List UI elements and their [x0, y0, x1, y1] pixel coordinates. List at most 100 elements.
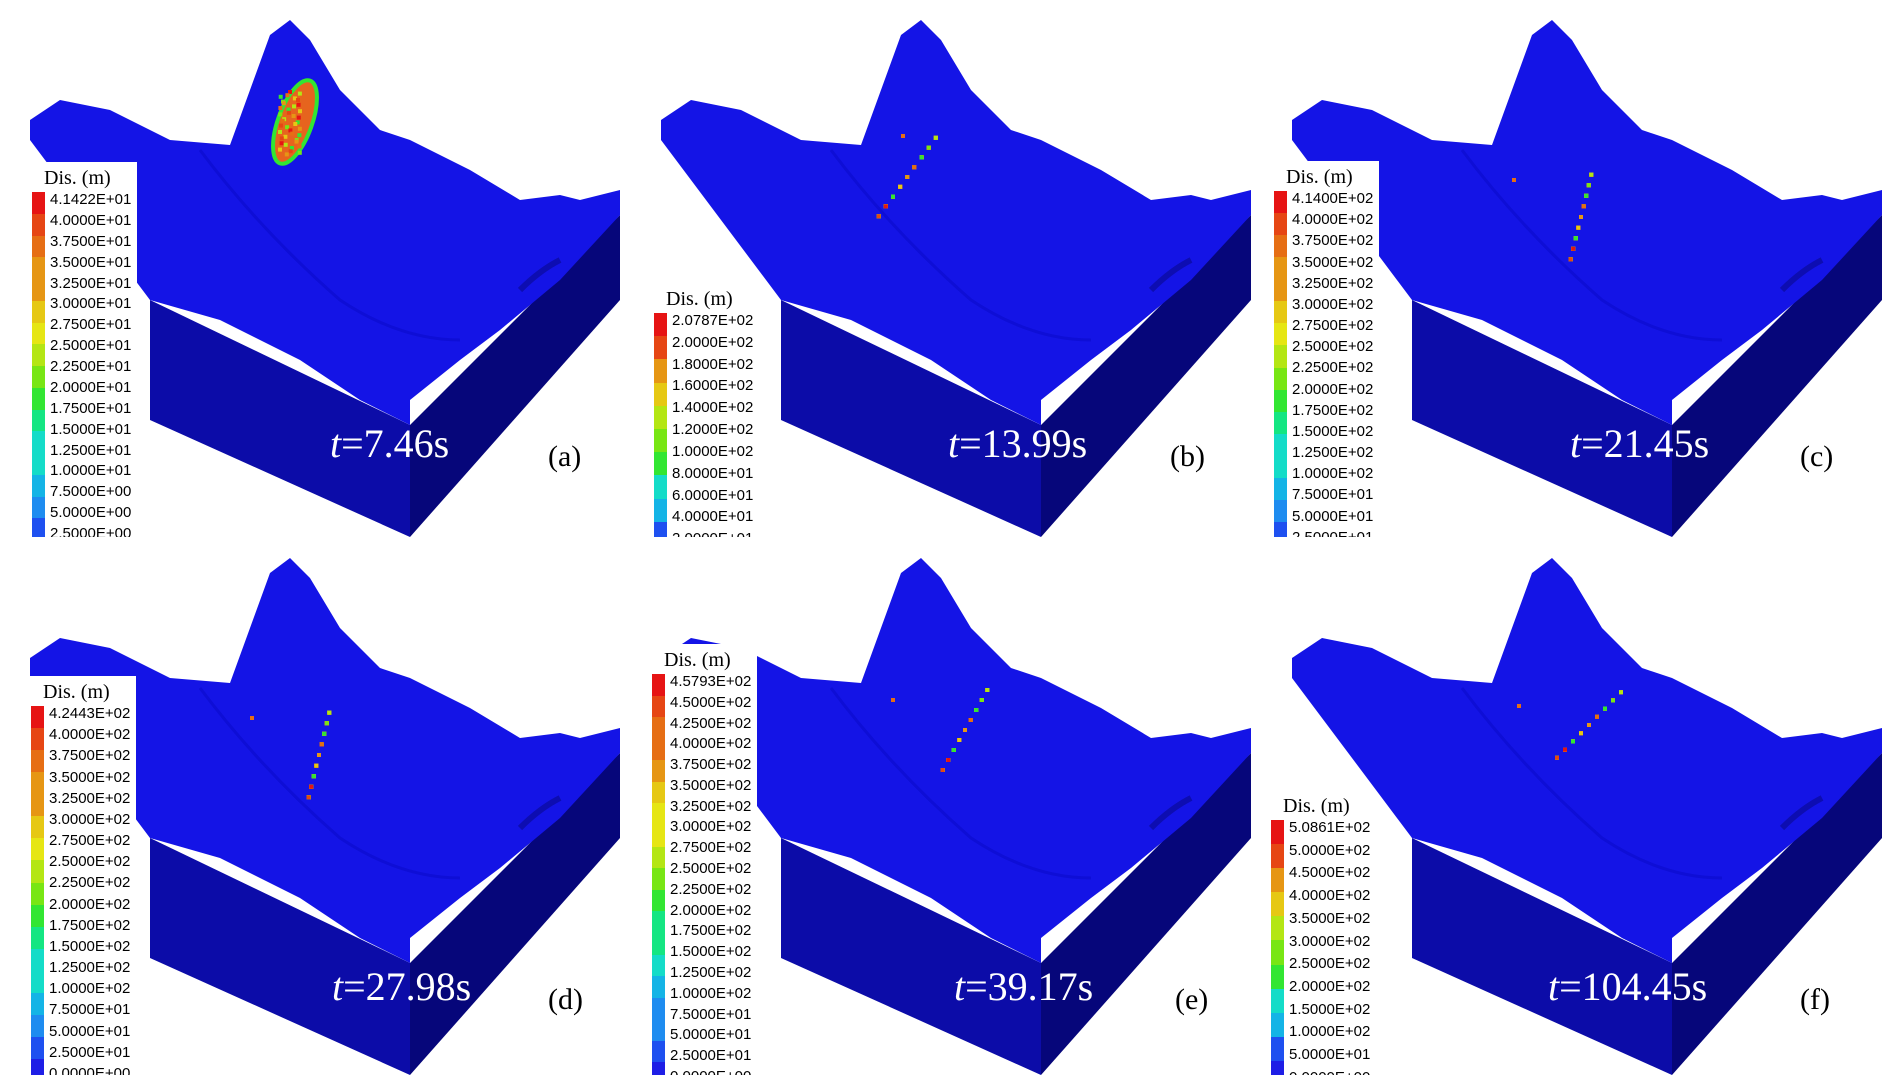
legend-color-swatch: [31, 992, 44, 1015]
deposit-particle: [296, 98, 300, 102]
deposit-particle: [250, 716, 254, 720]
deposit-particle: [1512, 178, 1516, 182]
legend-color-swatch: [31, 926, 44, 949]
legend-value: 2.5000E+01: [1292, 530, 1373, 537]
time-label: t=39.17s: [954, 963, 1093, 1010]
legend-color-swatch: [652, 738, 665, 761]
legend-color-swatch: [1274, 367, 1287, 390]
terrain-valley-line: [198, 149, 461, 342]
legend-value: 0.0000E+00: [49, 1064, 131, 1075]
terrain-valley-line: [1460, 149, 1723, 342]
panel-label: (b): [1170, 440, 1205, 473]
legend-color-swatch: [652, 997, 665, 1020]
legend-value: 2.2500E+02: [670, 880, 752, 898]
terrain-gully: [1148, 795, 1193, 831]
landslide-deposit: [1512, 172, 1594, 262]
legend-value: 4.1400E+02: [1292, 190, 1374, 207]
deposit-particle: [324, 721, 329, 726]
legend-value: 1.7500E+02: [1292, 401, 1374, 419]
deposit-particle: [278, 94, 283, 99]
deposit-particle: [297, 126, 302, 131]
legend-value: 4.0000E+02: [1292, 211, 1374, 229]
terrain-surface: [30, 558, 620, 963]
legend-color-swatch: [652, 889, 665, 912]
legend-value: 2.5000E+00: [50, 525, 132, 537]
time-symbol: t: [332, 964, 344, 1009]
time-value: =104.45s: [1559, 964, 1708, 1009]
time-label: t=13.99s: [948, 420, 1087, 467]
legend-value: 2.2500E+01: [50, 358, 132, 375]
legend-color-swatch: [652, 976, 665, 998]
legend-value: 0.0000E+00: [1289, 1070, 1370, 1075]
legend-value: 7.5000E+00: [50, 483, 132, 501]
deposit-particle: [284, 152, 289, 157]
deposit-particle: [1563, 747, 1567, 752]
legend-color-swatch: [654, 428, 667, 453]
legend-value: 3.2500E+01: [50, 274, 132, 292]
terrain-front-wall: [150, 838, 410, 1075]
legend-value: 4.0000E+02: [49, 726, 131, 744]
landslide-deposit: [876, 134, 938, 219]
legend-value: 2.5000E+01: [670, 1047, 752, 1065]
legend-color-swatch: [1274, 389, 1287, 412]
deposit-particle: [278, 106, 283, 110]
time-symbol: t: [330, 421, 342, 466]
legend-value: 5.0000E+01: [1289, 1046, 1371, 1064]
panel-e: Dis. (m) 4.5793E+02 4.5000E+02 4.2500E+02 4.…: [631, 538, 1261, 1075]
deposit-particle: [1573, 236, 1578, 241]
deposit-particle: [951, 748, 956, 752]
legend-value: 2.0000E+02: [1292, 380, 1374, 398]
terrain-gully: [1148, 257, 1193, 293]
terrain-right-wall: [1672, 215, 1882, 537]
deposit-particle: [1555, 755, 1559, 760]
deposit-particle: [319, 742, 324, 747]
legend-value: 2.5000E+02: [1289, 955, 1371, 973]
deposit-particle: [311, 774, 316, 779]
legend-value: 1.5000E+02: [1292, 422, 1374, 440]
legend-color-swatch: [652, 781, 665, 804]
legend-color-swatch: [654, 359, 667, 383]
legend-value: 1.7500E+01: [50, 399, 132, 417]
deposit-particle: [883, 204, 888, 209]
color-legend: Dis. (m) 4.1422E+01 4.0000E+01 3.7500E+01 3.…: [26, 162, 138, 537]
deposit-particle: [1611, 698, 1615, 703]
legend-value: 2.0000E+02: [49, 895, 131, 913]
legend-value: 2.2500E+02: [1292, 359, 1374, 377]
legend-color-swatch: [1274, 257, 1287, 280]
deposit-particle: [285, 93, 290, 98]
terrain-model: [1292, 20, 1882, 537]
deposit-particle: [1571, 246, 1576, 251]
legend-value: 1.7500E+02: [49, 916, 131, 934]
legend-value: 2.0000E+02: [670, 901, 752, 919]
legend-color-swatch: [32, 453, 45, 475]
deposit-particle: [898, 184, 903, 189]
legend-value: 4.0000E+02: [670, 735, 752, 753]
legend-value: 3.5000E+01: [50, 253, 132, 271]
deposit-particle: [289, 146, 294, 150]
legend-value: 4.2500E+02: [670, 714, 752, 732]
legend-color-swatch: [654, 382, 667, 406]
terrain-gully: [517, 795, 562, 831]
legend-color-swatch: [32, 366, 45, 388]
deposit-particle: [322, 731, 327, 736]
legend-color-swatch: [652, 1019, 665, 1041]
legend-title: Dis. (m): [1283, 795, 1350, 817]
deposit-particle: [1576, 225, 1581, 230]
deposit-particle: [297, 133, 302, 138]
legend-color-swatch: [32, 279, 45, 301]
time-label: t=7.46s: [330, 420, 449, 467]
deposit-particle: [926, 145, 931, 150]
color-legend: Dis. (m) 2.0787E+02 2.0000E+02 1.8000E+02 1.…: [648, 283, 760, 537]
legend-value: 3.7500E+02: [1292, 232, 1374, 250]
legend-title: Dis. (m): [43, 681, 110, 703]
terrain-surface: [30, 20, 620, 425]
legend-color-swatch: [654, 521, 667, 537]
deposit-particle: [985, 688, 990, 692]
legend-colorbar: [654, 313, 667, 537]
legend-value: 2.7500E+02: [1292, 317, 1374, 335]
legend-color-swatch: [652, 932, 665, 955]
legend-value: 2.5000E+02: [670, 860, 752, 878]
legend-title: Dis. (m): [44, 167, 111, 189]
legend-color-swatch: [32, 518, 45, 537]
legend-color-swatch: [1271, 892, 1284, 917]
